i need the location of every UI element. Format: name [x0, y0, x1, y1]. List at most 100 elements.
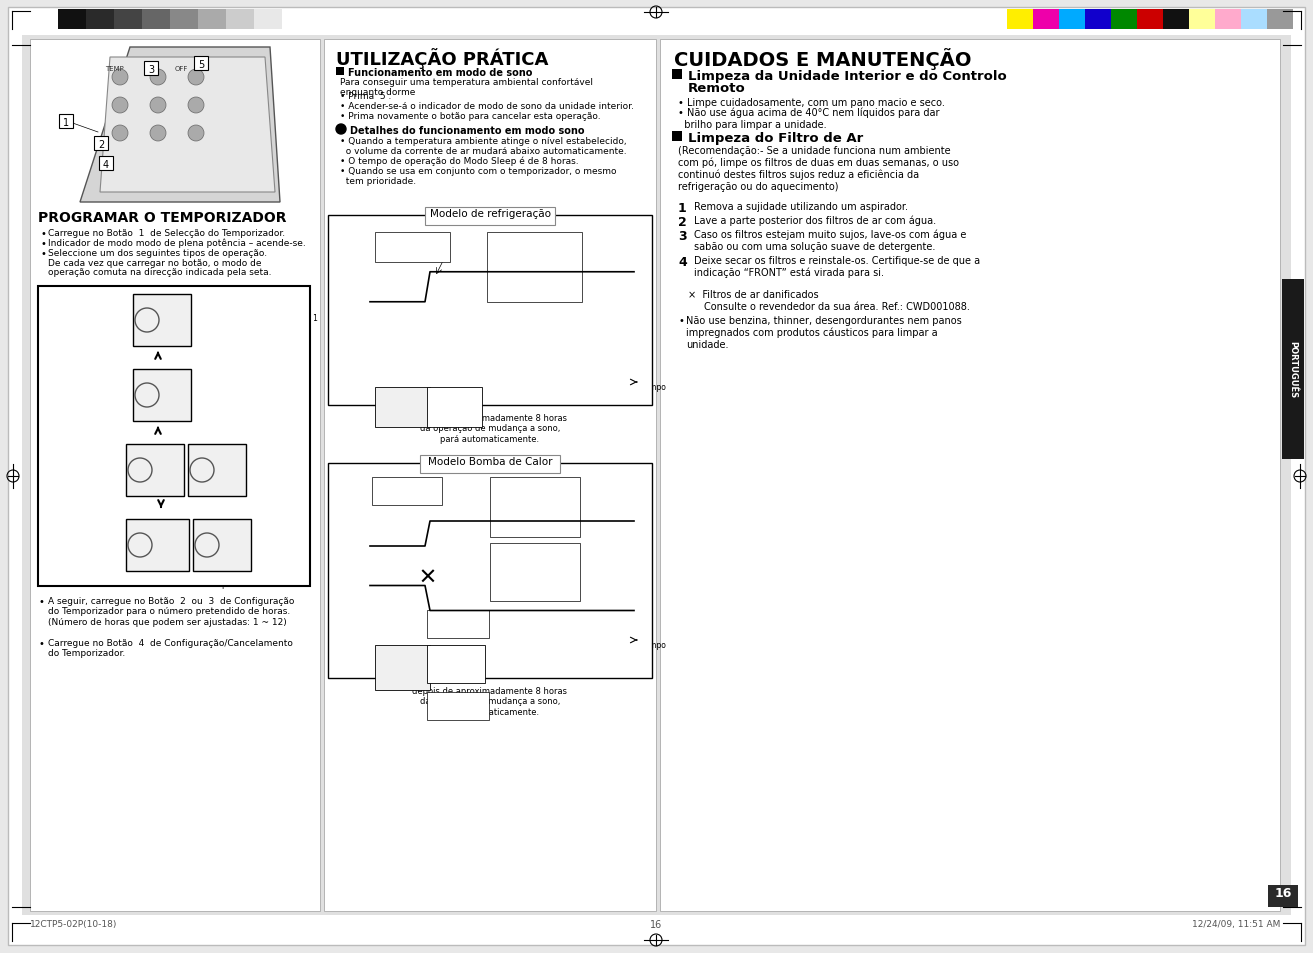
Text: •: •	[39, 249, 46, 258]
Text: OFF: OFF	[133, 340, 143, 346]
Text: Intervalo para
Paragem
Temporizada (OFF): Intervalo para Paragem Temporizada (OFF)	[39, 292, 112, 321]
Text: 16: 16	[1275, 886, 1292, 899]
Bar	[672, 70, 681, 80]
Bar	[253, 10, 282, 30]
Text: operação comuta na direcção indicada pela seta.: operação comuta na direcção indicada pel…	[49, 268, 272, 276]
Text: PORTUGUÊS: PORTUGUÊS	[1288, 341, 1297, 398]
Text: UTILIZAÇÃO PRÁTICA: UTILIZAÇÃO PRÁTICA	[336, 48, 549, 69]
Text: PROGRAMAR O TEMPORIZADOR: PROGRAMAR O TEMPORIZADOR	[38, 211, 286, 225]
Text: Lave a parte posterior dos filtros de ar com água.: Lave a parte posterior dos filtros de ar…	[695, 215, 936, 226]
Text: Remova a sujidade utilizando um aspirador.: Remova a sujidade utilizando um aspirado…	[695, 202, 909, 212]
Bar	[1190, 10, 1215, 30]
Text: (Recomendação:- Se a unidade funciona num ambiente
com pó, limpe os filtros de d: (Recomendação:- Se a unidade funciona nu…	[678, 146, 958, 192]
Bar	[427, 388, 482, 428]
Bar	[126, 444, 184, 497]
Text: •: •	[39, 239, 46, 249]
Bar	[226, 10, 253, 30]
Text: Intervalo para
Arranque
Temporizado (ON): Intervalo para Arranque Temporizado (ON)	[39, 367, 109, 396]
Bar	[133, 294, 190, 347]
Text: Inicia-se o período
de funcionamento
SLEEP.: Inicia-se o período de funcionamento SLE…	[429, 649, 488, 666]
Text: 6H: 6H	[152, 395, 171, 408]
Bar	[1268, 885, 1299, 907]
Bar	[1267, 10, 1293, 30]
Text: Consulte o revendedor da sua área. Ref.: CWD001088.: Consulte o revendedor da sua área. Ref.:…	[704, 302, 970, 312]
Text: •: •	[39, 229, 46, 239]
Text: Aumenta
0,5°C aprox.: Aumenta 0,5°C aprox.	[376, 481, 423, 501]
Text: • Começará a funcionar a
  refrigeração ou a secagem
  suave para a operação de
: • Começará a funcionar a refrigeração ou…	[492, 480, 586, 509]
Text: Carregue no Botão  4  de Configuração/Cancelamento
do Temporizador.: Carregue no Botão 4 de Configuração/Canc…	[49, 639, 293, 658]
Text: Modelo Bomba de Calor: Modelo Bomba de Calor	[428, 456, 553, 467]
Bar	[490, 477, 580, 537]
Bar	[198, 10, 226, 30]
Text: ON: ON	[189, 491, 197, 496]
Text: Temperatura: Temperatura	[336, 247, 345, 295]
Text: • Prima novamente o botão para cancelar esta operação.: • Prima novamente o botão para cancelar …	[340, 112, 600, 121]
Polygon shape	[80, 48, 280, 203]
Bar	[336, 68, 344, 76]
Bar	[133, 370, 190, 421]
Bar	[1137, 10, 1163, 30]
Text: Tecla
SLEEP é
pressionada.: Tecla SLEEP é pressionada.	[379, 649, 429, 679]
Text: 5H: 5H	[207, 472, 225, 481]
Text: Funcionamento em modo de sono: Funcionamento em modo de sono	[348, 68, 532, 78]
Text: p
r
o
g
r
a
m
a
c
ã
o
 
d
e
 
t
e
m
p
e
r
a
t
u
r
a: p r o g r a m a c ã o d e t e m p e r a …	[347, 226, 353, 407]
Bar	[660, 40, 1280, 911]
Text: Temperatura: Temperatura	[336, 507, 345, 556]
Text: • Prima  5 .: • Prima 5 .	[340, 91, 391, 101]
Text: Para conseguir uma temperatura ambiental confortável
enquanto dorme: Para conseguir uma temperatura ambiental…	[340, 78, 593, 97]
Text: 5: 5	[198, 60, 204, 70]
Text: CUIDADOS E MANUTENÇÃO: CUIDADOS E MANUTENÇÃO	[674, 48, 972, 70]
Circle shape	[150, 70, 165, 86]
Text: • Acender-se-á o indicador de modo de sono da unidade interior.: • Acender-se-á o indicador de modo de so…	[340, 102, 634, 111]
Text: • O tempo de operação do Modo Sleep é de 8 horas.: • O tempo de operação do Modo Sleep é de…	[340, 157, 579, 167]
Bar	[328, 463, 653, 679]
Bar	[144, 62, 158, 76]
Bar	[142, 10, 169, 30]
Text: •: •	[678, 315, 684, 326]
Text: OFF: OFF	[193, 565, 204, 571]
Bar	[114, 10, 142, 30]
Bar	[59, 115, 74, 129]
Text: Caso os filtros estejam muito sujos, lave-os com água e
sabão ou com uma solução: Caso os filtros estejam muito sujos, lav…	[695, 230, 966, 252]
Bar	[376, 233, 450, 263]
Text: ← 1 hora→: ← 1 hora→	[435, 385, 475, 394]
Text: Modelo de refrigeração: Modelo de refrigeração	[429, 209, 550, 219]
Text: Limpeza do Filtro de Ar: Limpeza do Filtro de Ar	[688, 132, 863, 145]
Text: Tempo: Tempo	[642, 640, 667, 649]
Bar	[58, 10, 85, 30]
Text: A operação é
interrompida depois
de decorrida. 1 hora
e volta a ter início
depoi: A operação é interrompida depois de deco…	[222, 453, 302, 514]
Text: OFF: OFF	[175, 66, 188, 71]
Bar	[38, 287, 310, 586]
Text: ON: ON	[134, 416, 142, 420]
Text: ×  Filtros de ar danificados: × Filtros de ar danificados	[688, 290, 818, 299]
Bar	[376, 388, 429, 428]
Text: 4: 4	[102, 160, 109, 170]
Circle shape	[150, 126, 165, 142]
Text: •: •	[38, 639, 43, 648]
Text: 8H: 8H	[213, 546, 230, 557]
Text: De cada vez que carregar no botão, o modo de: De cada vez que carregar no botão, o mod…	[49, 258, 261, 268]
Bar	[282, 10, 310, 30]
Text: OFF: OFF	[126, 491, 137, 496]
Text: 2: 2	[678, 215, 687, 229]
Bar	[194, 57, 207, 71]
Text: A seguir, carregue no Botão  2  ou  3  de Configuração
do Temporizador para o nú: A seguir, carregue no Botão 2 ou 3 de Co…	[49, 597, 294, 626]
Text: Intervalo para
Paragem (OFF)
Arranque (ON)
Temporizados: Intervalo para Paragem (OFF) Arranque (O…	[39, 441, 97, 481]
Text: Carregue no Botão  1  de Selecção do Temporizador.: Carregue no Botão 1 de Selecção do Tempo…	[49, 229, 285, 237]
Bar	[672, 132, 681, 142]
Text: 16: 16	[650, 919, 662, 929]
Text: 12CTP5-02P(10-18): 12CTP5-02P(10-18)	[30, 919, 117, 928]
Text: • Não use água acima de 40°C nem líquidos para dar
  brilho para limpar a unidad: • Não use água acima de 40°C nem líquido…	[678, 108, 940, 130]
Text: 12/24/09, 11:51 AM: 12/24/09, 11:51 AM	[1192, 919, 1280, 928]
Text: • Limpe cuidadosamente, com um pano macio e seco.: • Limpe cuidadosamente, com um pano maci…	[678, 98, 945, 108]
Bar	[427, 645, 484, 683]
Text: • Quando a temperatura ambiente atinge o nível estabelecido,
  o volume da corre: • Quando a temperatura ambiente atinge o…	[340, 137, 626, 156]
Bar	[420, 456, 561, 474]
Text: Exemplo:: Exemplo:	[222, 292, 269, 301]
Text: 4: 4	[678, 255, 687, 269]
Bar	[1060, 10, 1085, 30]
Circle shape	[336, 125, 347, 135]
Text: Detalhes do funcionamento em modo sono: Detalhes do funcionamento em modo sono	[351, 126, 584, 136]
Text: Deixe secar os filtros e reinstale-os. Certifique-se de que a
indicação “FRONT” : Deixe secar os filtros e reinstale-os. C…	[695, 255, 979, 278]
Text: Aumenta
0,5°C aprox.: Aumenta 0,5°C aprox.	[378, 236, 425, 256]
